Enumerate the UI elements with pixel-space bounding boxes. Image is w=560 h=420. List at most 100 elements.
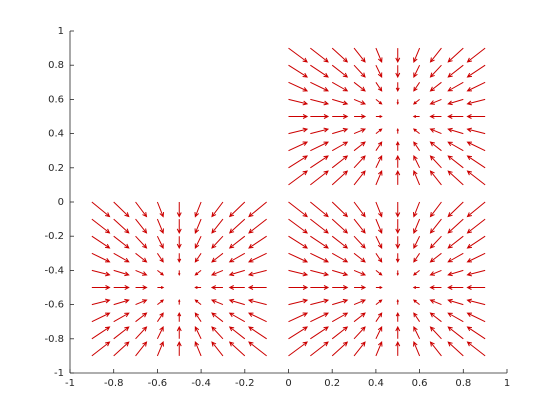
arrow — [194, 218, 202, 234]
arrow — [210, 299, 224, 306]
arrow — [331, 201, 349, 218]
arrow — [310, 114, 330, 119]
arrow — [447, 341, 464, 357]
arrow — [447, 141, 464, 152]
arrow — [447, 155, 464, 169]
arrow — [156, 312, 164, 322]
arrow — [375, 128, 383, 134]
arrow — [375, 141, 383, 151]
arrow — [331, 326, 349, 340]
arrow — [156, 326, 164, 340]
arrow — [310, 98, 330, 106]
arrow — [429, 218, 442, 234]
arrow — [332, 285, 349, 290]
arrow — [353, 269, 367, 276]
arrow — [447, 170, 464, 186]
arrow — [194, 270, 202, 276]
arrow — [211, 326, 224, 340]
arrow — [91, 285, 111, 290]
arrow — [331, 170, 349, 186]
arrow — [113, 312, 130, 323]
arrow — [375, 312, 383, 322]
arrow — [228, 298, 245, 306]
y-tick-label: -0.2 — [44, 231, 64, 242]
arrow — [211, 235, 224, 249]
arrow — [413, 141, 421, 151]
arrow — [447, 285, 464, 290]
arrow — [194, 326, 202, 340]
arrow — [157, 299, 165, 305]
arrow — [288, 218, 308, 234]
arrow — [228, 269, 245, 277]
arrow — [466, 155, 486, 169]
arrow — [413, 82, 421, 92]
y-tick-label: 0.8 — [48, 60, 64, 71]
x-tick-label: -0.6 — [148, 378, 168, 389]
arrow — [310, 312, 329, 323]
arrow — [248, 341, 267, 357]
x-tick-label: 0.2 — [324, 378, 340, 389]
arrow — [288, 326, 309, 340]
arrow — [466, 218, 486, 234]
arrow — [247, 298, 267, 306]
arrow — [353, 341, 366, 357]
arrow — [413, 326, 421, 340]
arrow — [176, 325, 182, 339]
arrow — [91, 298, 111, 306]
arrow — [375, 299, 383, 305]
arrow — [375, 286, 383, 289]
arrow — [413, 312, 421, 322]
arrow — [288, 312, 309, 323]
arrow — [194, 299, 202, 305]
arrow — [248, 218, 267, 234]
arrow — [91, 235, 111, 249]
arrow — [228, 285, 245, 290]
arrow — [413, 155, 421, 169]
arrow — [413, 253, 421, 263]
arrow — [447, 235, 464, 249]
arrow — [176, 202, 182, 218]
arrow — [228, 326, 246, 340]
arrow — [412, 201, 421, 218]
arrow — [157, 270, 165, 276]
arrow — [429, 269, 442, 276]
arrow — [395, 48, 401, 64]
y-tick-label: -1 — [54, 368, 64, 379]
arrow — [288, 252, 309, 263]
arrow — [288, 341, 308, 357]
arrow — [331, 341, 349, 357]
arrow — [447, 269, 464, 277]
arrow — [331, 252, 349, 263]
arrow — [156, 201, 165, 218]
arrow — [288, 235, 309, 249]
arrow — [113, 201, 130, 218]
arrow — [466, 170, 486, 186]
arrow — [288, 298, 309, 306]
arrow — [248, 326, 267, 340]
arrow — [429, 252, 442, 263]
arrow — [113, 326, 130, 340]
y-tick-label: -0.6 — [44, 300, 64, 311]
arrow — [466, 81, 486, 92]
arrow — [91, 341, 111, 357]
arrow — [429, 341, 442, 357]
arrow — [210, 285, 223, 290]
arrow — [412, 115, 420, 118]
arrow — [466, 98, 486, 106]
arrow — [375, 115, 383, 118]
arrow — [353, 312, 366, 323]
arrow — [310, 201, 329, 218]
arrow — [248, 312, 267, 323]
arrow — [466, 47, 486, 63]
arrow — [331, 235, 349, 249]
x-tick-label: 1 — [504, 378, 510, 389]
arrow — [429, 141, 442, 152]
arrow — [331, 312, 349, 323]
x-tick-label: 0.8 — [455, 378, 471, 389]
arrow — [413, 341, 421, 357]
arrow — [466, 312, 486, 323]
arrow — [91, 252, 111, 263]
arrow — [429, 47, 442, 63]
arrow — [113, 298, 130, 306]
arrow — [395, 82, 400, 92]
